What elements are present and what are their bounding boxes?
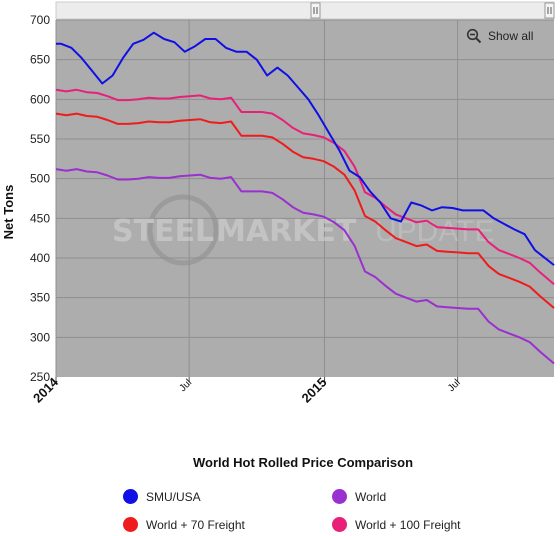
legend-label: World xyxy=(355,489,387,504)
watermark-ring xyxy=(147,194,219,266)
legend-item-world-70-freight[interactable]: World + 70 Freight xyxy=(123,517,245,532)
x-tick-label: Jul xyxy=(446,377,463,394)
series-line-world-100-freight[interactable] xyxy=(55,88,555,285)
legend-label: SMU/USA xyxy=(146,489,201,504)
legend-item-world-100-freight[interactable]: World + 100 Freight xyxy=(332,517,461,532)
chart: STEEL MARKET UPDATE 25030035040045050055… xyxy=(1,1,555,470)
show-all-button[interactable]: Show all xyxy=(466,26,533,46)
y-axis-label: Net Tons xyxy=(1,185,16,240)
watermark-word-2: MARKET xyxy=(216,214,357,249)
series-line-world[interactable] xyxy=(55,168,555,365)
y-tick-label: 600 xyxy=(30,92,50,106)
legend: SMU/USA World World + 70 Freight World +… xyxy=(0,480,560,536)
navigator-handle-left[interactable] xyxy=(310,2,321,19)
y-axis: 250 300 350 400 450 500 550 600 650 700 xyxy=(30,13,50,384)
navigator-handle-right[interactable] xyxy=(544,2,555,19)
chart-title: World Hot Rolled Price Comparison xyxy=(193,455,413,470)
x-tick-label: Jul xyxy=(177,377,194,394)
y-tick-label: 650 xyxy=(30,53,50,67)
legend-item-world[interactable]: World xyxy=(332,489,386,504)
series-lines xyxy=(55,31,555,365)
legend-marker xyxy=(332,489,347,504)
show-all-label: Show all xyxy=(488,29,534,43)
x-axis: 2014 Jul 2015 Jul xyxy=(30,374,463,406)
y-tick-label: 700 xyxy=(30,13,50,27)
legend-label: World + 100 Freight xyxy=(355,517,461,532)
y-tick-label: 350 xyxy=(30,291,50,305)
watermark-word-1: STEEL xyxy=(112,214,214,249)
legend-item-smu-usa[interactable]: SMU/USA xyxy=(123,489,201,504)
legend-marker xyxy=(332,517,347,532)
navigator-track[interactable] xyxy=(55,1,555,20)
y-tick-label: 500 xyxy=(30,172,50,186)
y-tick-label: 450 xyxy=(30,211,50,225)
series-line-smu-usa[interactable] xyxy=(56,31,555,266)
y-tick-label: 250 xyxy=(30,370,50,384)
y-tick-label: 300 xyxy=(30,330,50,344)
y-tick-label: 550 xyxy=(30,132,50,146)
y-tick-label: 400 xyxy=(30,251,50,265)
zoom-out-icon xyxy=(466,28,482,44)
navigator-scrollbar[interactable] xyxy=(55,1,555,20)
legend-marker xyxy=(123,517,138,532)
plot-area xyxy=(56,20,554,377)
legend-label: World + 70 Freight xyxy=(146,517,245,532)
legend-marker xyxy=(123,489,138,504)
series-line-world-70-freight[interactable] xyxy=(55,112,555,309)
